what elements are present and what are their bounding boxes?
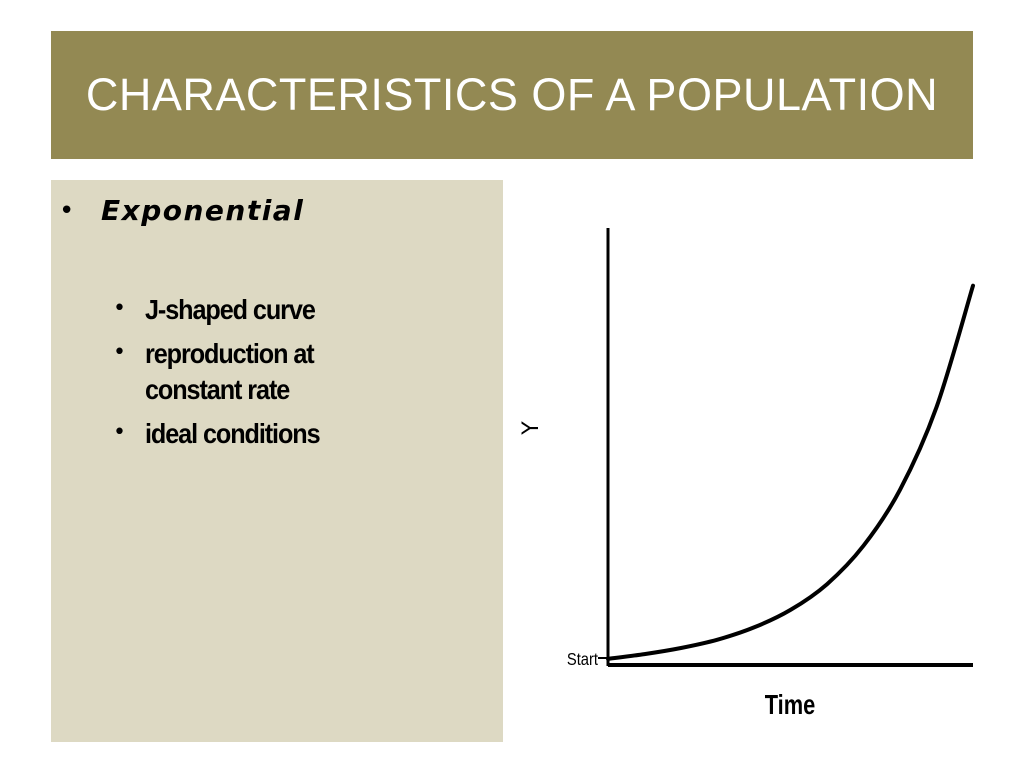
sub-bullet-list: • J-shaped curve • reproduction at const…	[113, 292, 493, 460]
bullet-dot: •	[59, 195, 75, 226]
sub-bullet-text: reproduction at constant rate	[145, 338, 315, 405]
y-tick-label-start: Start	[567, 650, 599, 670]
sub-bullet-text: J-shaped curve	[145, 294, 316, 325]
sub-bullet-item: • reproduction at constant rate	[113, 336, 493, 408]
title-bar: CHARACTERISTICS OF A POPULATION	[51, 31, 973, 159]
content-box: • Exponential • J-shaped curve • reprodu…	[51, 180, 503, 742]
bullet-dot: •	[113, 340, 126, 365]
sub-bullet-text: ideal conditions	[145, 418, 321, 449]
y-axis-label: Y	[519, 421, 544, 436]
series-line	[606, 283, 975, 661]
slide-title: CHARACTERISTICS OF A POPULATION	[85, 69, 939, 120]
bullet-dot: •	[113, 296, 126, 321]
x-axis-label: Time	[765, 689, 816, 720]
data-points	[606, 284, 975, 661]
bullet-dot: •	[113, 420, 126, 445]
main-bullet-label: Exponential	[101, 194, 305, 227]
main-bullet: • Exponential	[59, 194, 304, 227]
sub-bullet-item: • ideal conditions	[113, 416, 493, 452]
sub-bullet-item: • J-shaped curve	[113, 292, 493, 328]
exponential-growth-chart: Y Start Time	[519, 228, 975, 721]
